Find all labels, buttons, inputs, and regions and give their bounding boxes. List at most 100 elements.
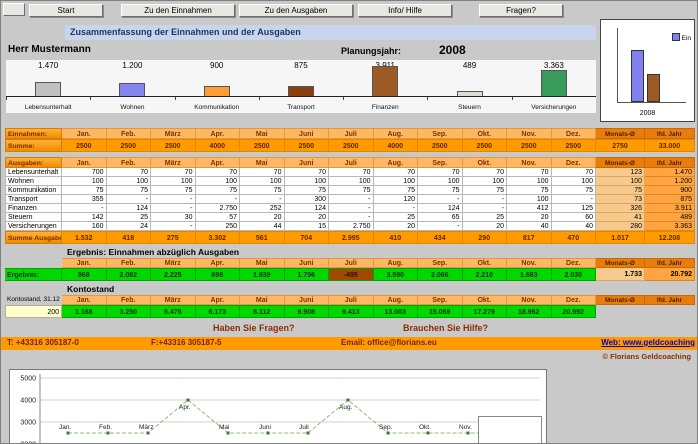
- value-cell[interactable]: 100: [551, 177, 596, 186]
- year-header-cell[interactable]: lfd. Jahr: [645, 295, 695, 305]
- value-cell[interactable]: 65: [418, 213, 463, 222]
- value-cell[interactable]: 142: [62, 213, 107, 222]
- value-cell[interactable]: 2500: [240, 139, 285, 152]
- value-cell[interactable]: 3.590: [373, 268, 418, 281]
- value-cell[interactable]: 470: [551, 231, 596, 244]
- avg-cell[interactable]: 2750: [596, 139, 645, 152]
- month-header-cell[interactable]: Sep.: [418, 295, 463, 305]
- month-header-cell[interactable]: Feb.: [106, 157, 151, 168]
- fragen-button[interactable]: Fragen?: [479, 4, 563, 17]
- value-cell[interactable]: 100: [507, 195, 552, 204]
- value-cell[interactable]: 20.992: [551, 305, 596, 318]
- row-label[interactable]: Transport: [5, 195, 62, 204]
- month-header-cell[interactable]: Okt.: [462, 128, 507, 139]
- value-cell[interactable]: 160: [62, 222, 107, 231]
- value-cell[interactable]: 18.962: [507, 305, 552, 318]
- value-cell[interactable]: 2.030: [551, 268, 596, 281]
- goto-einnahmen-button[interactable]: Zu den Einnahmen: [121, 4, 235, 17]
- row-label[interactable]: Steuern: [5, 213, 62, 222]
- row-label[interactable]: Kommunikation: [5, 186, 62, 195]
- month-header-cell[interactable]: Juli: [329, 295, 374, 305]
- value-cell[interactable]: 13.003: [373, 305, 418, 318]
- avg-cell[interactable]: 100: [596, 177, 645, 186]
- value-cell[interactable]: 75: [551, 186, 596, 195]
- year-header-cell[interactable]: lfd. Jahr: [645, 258, 695, 268]
- month-header-cell[interactable]: Juli: [329, 258, 374, 268]
- year-header-cell[interactable]: lfd. Jahr: [645, 128, 695, 139]
- section-label[interactable]: [5, 258, 62, 268]
- value-cell[interactable]: 2.750: [195, 204, 240, 213]
- year-cell[interactable]: [645, 305, 695, 318]
- year-cell[interactable]: 3.363: [645, 222, 695, 231]
- year-cell[interactable]: 1.200: [645, 177, 695, 186]
- value-cell[interactable]: 75: [507, 186, 552, 195]
- value-cell[interactable]: 252: [240, 204, 285, 213]
- year-cell[interactable]: 875: [645, 195, 695, 204]
- value-cell[interactable]: 290: [462, 231, 507, 244]
- value-cell[interactable]: 1.532: [62, 231, 107, 244]
- month-header-cell[interactable]: Feb.: [106, 128, 151, 139]
- value-cell[interactable]: -: [418, 222, 463, 231]
- value-cell[interactable]: 25: [462, 213, 507, 222]
- month-header-cell[interactable]: Sep.: [418, 157, 463, 168]
- value-cell[interactable]: 100: [284, 177, 329, 186]
- value-cell[interactable]: 2500: [284, 139, 329, 152]
- value-cell[interactable]: 20: [240, 213, 285, 222]
- value-cell[interactable]: 8.112: [240, 305, 285, 318]
- start-button[interactable]: Start: [29, 4, 103, 17]
- value-cell[interactable]: -: [462, 195, 507, 204]
- avg-header-cell[interactable]: Monats-Ø: [596, 157, 645, 168]
- value-cell[interactable]: 17.279: [462, 305, 507, 318]
- month-header-cell[interactable]: Aug.: [373, 128, 418, 139]
- month-header-cell[interactable]: Dez.: [551, 258, 596, 268]
- section-label[interactable]: Einnahmen:: [5, 128, 62, 139]
- value-cell[interactable]: -: [106, 195, 151, 204]
- value-cell[interactable]: 4000: [373, 139, 418, 152]
- month-header-cell[interactable]: Feb.: [106, 295, 151, 305]
- month-header-cell[interactable]: Feb.: [106, 258, 151, 268]
- value-cell[interactable]: 100: [151, 177, 196, 186]
- section-label[interactable]: Ausgaben:: [5, 157, 62, 168]
- value-cell[interactable]: -: [62, 204, 107, 213]
- value-cell[interactable]: -: [329, 195, 374, 204]
- avg-header-cell[interactable]: Monats-Ø: [596, 128, 645, 139]
- value-cell[interactable]: 4000: [195, 139, 240, 152]
- month-header-cell[interactable]: März: [151, 295, 196, 305]
- value-cell[interactable]: 250: [195, 222, 240, 231]
- value-cell[interactable]: 9.413: [329, 305, 374, 318]
- value-cell[interactable]: -: [373, 204, 418, 213]
- year-cell[interactable]: 3.911: [645, 204, 695, 213]
- value-cell[interactable]: 120: [373, 195, 418, 204]
- planning-year-value[interactable]: 2008: [439, 43, 466, 57]
- value-cell[interactable]: 2500: [329, 139, 374, 152]
- month-header-cell[interactable]: Mai: [240, 157, 285, 168]
- value-cell[interactable]: 75: [62, 186, 107, 195]
- web-link[interactable]: Web: www.geldcoaching: [601, 338, 695, 347]
- avg-cell[interactable]: 280: [596, 222, 645, 231]
- value-cell[interactable]: 70: [329, 168, 374, 177]
- value-cell[interactable]: 20: [373, 222, 418, 231]
- value-cell[interactable]: 2500: [62, 139, 107, 152]
- avg-cell[interactable]: 73: [596, 195, 645, 204]
- avg-cell[interactable]: 1.017: [596, 231, 645, 244]
- value-cell[interactable]: 75: [284, 186, 329, 195]
- value-cell[interactable]: -: [151, 204, 196, 213]
- month-header-cell[interactable]: Juni: [284, 128, 329, 139]
- value-cell[interactable]: 275: [151, 231, 196, 244]
- month-header-cell[interactable]: März: [151, 157, 196, 168]
- value-cell[interactable]: 124: [418, 204, 463, 213]
- value-cell[interactable]: 100: [418, 177, 463, 186]
- value-cell[interactable]: 100: [329, 177, 374, 186]
- value-cell[interactable]: 817: [507, 231, 552, 244]
- value-cell[interactable]: 70: [106, 168, 151, 177]
- value-cell[interactable]: 3.302: [195, 231, 240, 244]
- avg-cell[interactable]: 41: [596, 213, 645, 222]
- month-header-cell[interactable]: Apr.: [195, 157, 240, 168]
- value-cell[interactable]: 70: [551, 168, 596, 177]
- value-cell[interactable]: 70: [418, 168, 463, 177]
- value-cell[interactable]: 1.168: [62, 305, 107, 318]
- value-cell[interactable]: 410: [373, 231, 418, 244]
- value-cell[interactable]: 968: [62, 268, 107, 281]
- value-cell[interactable]: 2.225: [151, 268, 196, 281]
- value-cell[interactable]: 124: [284, 204, 329, 213]
